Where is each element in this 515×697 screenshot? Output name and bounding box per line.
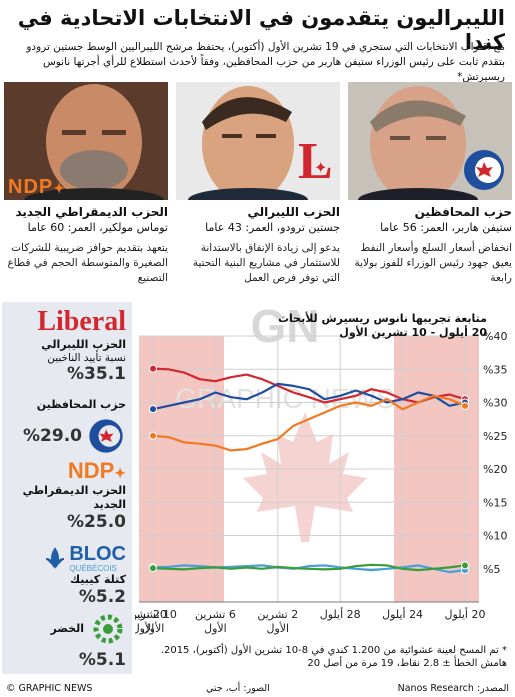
- photo-ndp-leader: NDP✦: [4, 82, 168, 200]
- x-tick-label: 20 أيلول: [445, 607, 486, 621]
- series-ndp-endpoint: [461, 401, 469, 410]
- series-green-line: [152, 563, 466, 572]
- y-tick-label: %25: [483, 430, 507, 443]
- source-credit: المصدر: Nanos Research: [397, 683, 509, 694]
- x-tick-label: 28 أيلول: [320, 607, 361, 621]
- results-sidebar: Liberal الحزب الليبرالي نسبة تأييد الناخ…: [2, 302, 132, 674]
- footnote-line-1: * تم المسح لعينة عشوائية من 1.200 كندي ف…: [160, 645, 507, 656]
- liberal-result: Liberal الحزب الليبرالي نسبة تأييد الناخ…: [4, 306, 126, 384]
- bloc-logo-sub: QUÉBÉCOIS: [69, 564, 117, 573]
- photo-credits: الصور: أب، جتي: [206, 683, 270, 694]
- page-title: الليبراليون يتقدمون في الانتخابات الاتحا…: [17, 6, 505, 54]
- intro-text: مع اقتراب الانتخابات التي ستجري في 19 تش…: [10, 40, 505, 85]
- party-card-conservative: حزب المحافظين ستيفن هاربر، العمر: 56 عام…: [348, 205, 513, 286]
- party-name: الحزب الديمقراطي الجديد: [15, 205, 168, 219]
- maple-leaf-icon: ✦: [53, 180, 66, 196]
- x-tick-label: 24 أيلول: [382, 607, 423, 621]
- x-tick-label-line2: الأول: [266, 621, 289, 635]
- green-result: الخضر %5.1: [4, 614, 126, 670]
- party-description: يتعهد بتقديم حوافز ضريبية للشركات الصغير…: [7, 242, 168, 284]
- poll-line-chart: GN GRAPHIC NEWS %40 %35 %30 %25 %20 %15 %10 %5 20 …: [135, 302, 507, 635]
- maple-leaf-icon: ✦: [114, 465, 126, 481]
- party-name: حزب المحافظين: [414, 205, 512, 219]
- conservative-logo-icon: [89, 419, 123, 453]
- x-tick-label: 6 تشرين: [195, 608, 236, 621]
- photo-conservative-leader: [348, 82, 512, 200]
- bloc-result: BLOC QUÉBÉCOIS كتلة كيبيك %5.2: [4, 544, 126, 607]
- series-ndp-line: [152, 394, 466, 452]
- copyright: © GRAPHIC NEWS: [6, 683, 93, 694]
- liberal-logo: Liberal: [37, 306, 126, 337]
- bloc-logo-text: BLOC: [69, 543, 126, 565]
- party-leader: جستين ترودو، العمر: 43 عاما: [205, 221, 340, 234]
- maple-leaf-watermark: [243, 412, 367, 542]
- series-green-endpoint: [149, 564, 157, 573]
- series-conservative-endpoint: [149, 405, 157, 414]
- liberal-name: الحزب الليبرالي: [41, 338, 126, 351]
- series-liberal-endpoint: [149, 364, 157, 373]
- green-name: الخضر: [50, 622, 84, 635]
- conservative-result: حزب المحافظين %29.0: [4, 398, 126, 456]
- y-tick-label: %15: [483, 496, 507, 509]
- y-tick-label: %10: [483, 530, 507, 543]
- footnote-line-2: هامش الخطأ ± 2.8 نقاط، 19 مرة من أصل 20: [307, 658, 507, 669]
- party-card-liberal: الحزب الليبرالي جستين ترودو، العمر: 43 ع…: [176, 205, 340, 286]
- liberal-logo-letter: L: [298, 133, 333, 190]
- ndp-logo: NDP✦: [4, 458, 126, 484]
- y-tick-label: %35: [483, 363, 507, 376]
- conservative-value: %29.0: [23, 426, 82, 446]
- ndp-result: NDP✦ الحزب الديمقراطي الجديد %25.0: [4, 458, 126, 532]
- ndp-name: الحزب الديمقراطي الجديد: [22, 484, 126, 511]
- party-description: يدعو إلى زيادة الإنفاق بالاستدانة للاستث…: [192, 242, 340, 284]
- x-tick-label-line2: الأول: [142, 621, 165, 635]
- x-tick-label: 2 تشرين: [257, 608, 298, 621]
- series-conservative-line: [152, 382, 466, 411]
- photo-liberal-leader: L ✦: [176, 82, 340, 200]
- y-tick-label: %20: [483, 463, 507, 476]
- party-leader: ستيفن هاربر، العمر: 56 عاما: [380, 221, 512, 234]
- series-ndp-endpoint: [149, 431, 157, 440]
- party-name: الحزب الليبرالي: [247, 205, 340, 219]
- footnote: * تم المسح لعينة عشوائية من 1.200 كندي ف…: [138, 644, 507, 670]
- green-logo-icon: [93, 614, 123, 644]
- y-tick-label: %30: [483, 397, 507, 410]
- x-tick-label: 20 تشرين: [135, 608, 167, 621]
- party-leader: توماس مولكير، العمر: 60 عاما: [27, 221, 168, 234]
- bloc-logo: BLOC QUÉBÉCOIS: [4, 544, 126, 573]
- watermark-logo: GN: [251, 302, 320, 352]
- series-liberal-line: [152, 367, 466, 404]
- intro-line-2: بتقدم ثابت على رئيس الوزراء ستيفن هاربر …: [42, 56, 505, 83]
- credits: © GRAPHIC NEWS الصور: أب، جتي المصدر: Na…: [6, 683, 509, 695]
- conservative-logo-icon: [460, 146, 508, 194]
- bloc-fleur-icon: [46, 546, 65, 569]
- chart-title: متابعة تجريبها نانوس ريسيرش للأبحاث 20 أ…: [278, 312, 487, 340]
- green-value: %5.1: [78, 650, 126, 670]
- liberal-photo-logo: L: [298, 132, 333, 191]
- y-tick-label: %40: [483, 330, 507, 343]
- x-tick-label-line2: الأول: [135, 621, 154, 635]
- bloc-value: %5.2: [78, 587, 126, 607]
- support-label: نسبة تأييد الناخبين: [47, 352, 126, 364]
- ndp-logo-text: NDP: [8, 176, 54, 198]
- intro-line-1: مع اقتراب الانتخابات التي ستجري في 19 تش…: [26, 41, 505, 53]
- ndp-logo-text: NDP: [67, 458, 115, 483]
- conservative-name: حزب المحافظين: [36, 398, 126, 411]
- series-bloc-line: [152, 564, 466, 574]
- ndp-photo-logo: NDP✦: [8, 176, 66, 199]
- x-tick-label: 10 تشرين: [135, 608, 177, 621]
- chart-subtitle: 20 أيلول - 10 تشرين الأول: [339, 326, 487, 339]
- liberal-value: %35.1: [67, 364, 126, 384]
- chart-title-line: متابعة تجريبها نانوس ريسيرش للأبحاث: [277, 312, 487, 325]
- bloc-name: كتلة كيبيك: [70, 573, 126, 586]
- series-green-endpoint: [461, 561, 469, 570]
- party-description: انخفاض أسعار السلع وأسعار النفط يعيق جهو…: [354, 242, 513, 284]
- ndp-value: %25.0: [67, 512, 126, 532]
- y-tick-label: %5: [483, 563, 500, 576]
- maple-leaf-icon: ✦: [314, 158, 328, 177]
- party-card-ndp: الحزب الديمقراطي الجديد توماس مولكير، ال…: [4, 205, 168, 286]
- watermark-text: GRAPHIC NEWS: [175, 383, 394, 414]
- x-tick-label-line2: الأول: [204, 621, 227, 635]
